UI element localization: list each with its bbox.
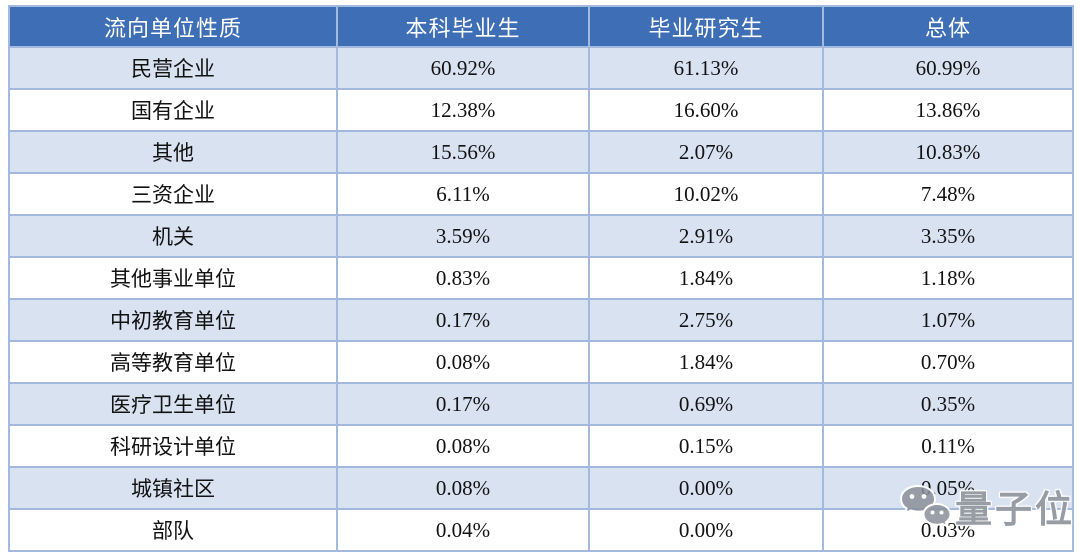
table-row: 国有企业 12.38% 16.60% 13.86% — [8, 88, 1074, 132]
table-row: 其他 15.56% 2.07% 10.83% — [8, 130, 1074, 174]
cell-overall: 0.35% — [822, 382, 1074, 426]
cell-undergrad: 0.17% — [336, 298, 590, 342]
column-header-unit-type: 流向单位性质 — [8, 5, 338, 48]
cell-undergrad: 0.17% — [336, 382, 590, 426]
cell-overall: 1.18% — [822, 256, 1074, 300]
cell-postgrad: 2.75% — [588, 298, 824, 342]
column-header-overall: 总体 — [822, 5, 1074, 48]
table-row: 部队 0.04% 0.00% 0.03% — [8, 508, 1074, 552]
cell-overall: 0.70% — [822, 340, 1074, 384]
cell-undergrad: 0.08% — [336, 340, 590, 384]
cell-postgrad: 1.84% — [588, 256, 824, 300]
graduate-destination-table: 流向单位性质 本科毕业生 毕业研究生 总体 民营企业 60.92% 61.13%… — [8, 5, 1074, 552]
cell-postgrad: 0.00% — [588, 508, 824, 552]
cell-undergrad: 3.59% — [336, 214, 590, 258]
cell-undergrad: 15.56% — [336, 130, 590, 174]
cell-postgrad: 0.15% — [588, 424, 824, 468]
row-label: 医疗卫生单位 — [8, 382, 338, 426]
cell-postgrad: 61.13% — [588, 46, 824, 90]
cell-undergrad: 0.83% — [336, 256, 590, 300]
cell-undergrad: 12.38% — [336, 88, 590, 132]
row-label: 中初教育单位 — [8, 298, 338, 342]
cell-undergrad: 0.08% — [336, 466, 590, 510]
row-label: 机关 — [8, 214, 338, 258]
table-row: 三资企业 6.11% 10.02% 7.48% — [8, 172, 1074, 216]
row-label: 科研设计单位 — [8, 424, 338, 468]
table-row: 城镇社区 0.08% 0.00% 0.05% — [8, 466, 1074, 510]
cell-postgrad: 0.69% — [588, 382, 824, 426]
cell-overall: 0.03% — [822, 508, 1074, 552]
cell-undergrad: 0.04% — [336, 508, 590, 552]
table-row: 科研设计单位 0.08% 0.15% 0.11% — [8, 424, 1074, 468]
table-row: 其他事业单位 0.83% 1.84% 1.18% — [8, 256, 1074, 300]
row-label: 其他 — [8, 130, 338, 174]
cell-overall: 60.99% — [822, 46, 1074, 90]
cell-postgrad: 2.91% — [588, 214, 824, 258]
cell-undergrad: 60.92% — [336, 46, 590, 90]
cell-overall: 7.48% — [822, 172, 1074, 216]
table-header-row: 流向单位性质 本科毕业生 毕业研究生 总体 — [8, 5, 1074, 48]
table-row: 医疗卫生单位 0.17% 0.69% 0.35% — [8, 382, 1074, 426]
cell-overall: 1.07% — [822, 298, 1074, 342]
row-label: 高等教育单位 — [8, 340, 338, 384]
cell-overall: 13.86% — [822, 88, 1074, 132]
table-row: 高等教育单位 0.08% 1.84% 0.70% — [8, 340, 1074, 384]
cell-postgrad: 10.02% — [588, 172, 824, 216]
cell-postgrad: 0.00% — [588, 466, 824, 510]
row-label: 部队 — [8, 508, 338, 552]
cell-undergrad: 0.08% — [336, 424, 590, 468]
row-label: 民营企业 — [8, 46, 338, 90]
row-label: 城镇社区 — [8, 466, 338, 510]
cell-overall: 10.83% — [822, 130, 1074, 174]
cell-postgrad: 1.84% — [588, 340, 824, 384]
row-label: 三资企业 — [8, 172, 338, 216]
table-row: 机关 3.59% 2.91% 3.35% — [8, 214, 1074, 258]
cell-overall: 0.05% — [822, 466, 1074, 510]
cell-undergrad: 6.11% — [336, 172, 590, 216]
cell-overall: 3.35% — [822, 214, 1074, 258]
cell-postgrad: 16.60% — [588, 88, 824, 132]
row-label: 其他事业单位 — [8, 256, 338, 300]
table-row: 民营企业 60.92% 61.13% 60.99% — [8, 46, 1074, 90]
cell-overall: 0.11% — [822, 424, 1074, 468]
table-row: 中初教育单位 0.17% 2.75% 1.07% — [8, 298, 1074, 342]
column-header-postgrad: 毕业研究生 — [588, 5, 824, 48]
row-label: 国有企业 — [8, 88, 338, 132]
cell-postgrad: 2.07% — [588, 130, 824, 174]
column-header-undergrad: 本科毕业生 — [336, 5, 590, 48]
